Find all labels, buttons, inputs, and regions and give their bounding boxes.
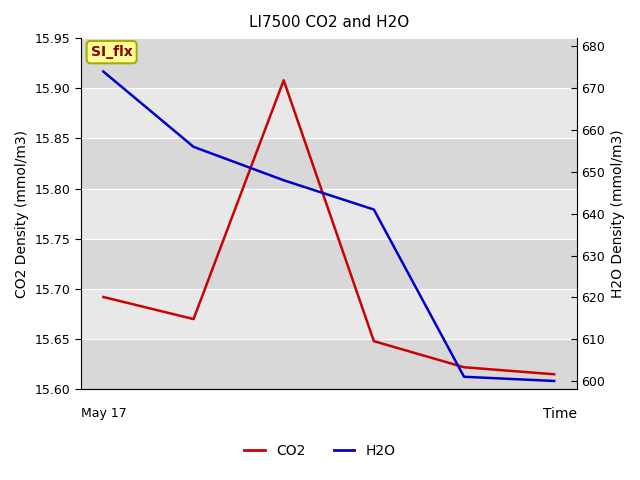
H2O [189,144,197,150]
H2O [100,69,108,74]
Bar [81,339,577,389]
Y-axis label: CO2 Density (mmol/m3): CO2 Density (mmol/m3) [15,130,29,298]
Title: LI7500 CO2 and H2O: LI7500 CO2 and H2O [249,15,409,30]
Bar [81,38,577,88]
Legend: CO2, H2O: CO2, H2O [239,438,401,464]
H2O [460,374,468,380]
CO2 [370,338,378,344]
Text: Time: Time [543,407,577,421]
Y-axis label: H2O Density (mmol/m3): H2O Density (mmol/m3) [611,130,625,298]
Text: SI_flx: SI_flx [91,45,132,59]
H2O [370,207,378,213]
Bar [81,138,577,189]
Line: H2O: H2O [104,72,554,381]
CO2 [100,294,108,300]
H2O [280,178,287,183]
Bar [81,239,577,289]
CO2 [550,372,558,377]
Text: May 17: May 17 [81,407,127,420]
H2O [550,378,558,384]
Line: CO2: CO2 [104,80,554,374]
CO2 [460,364,468,370]
CO2 [280,77,287,83]
CO2 [189,316,197,322]
